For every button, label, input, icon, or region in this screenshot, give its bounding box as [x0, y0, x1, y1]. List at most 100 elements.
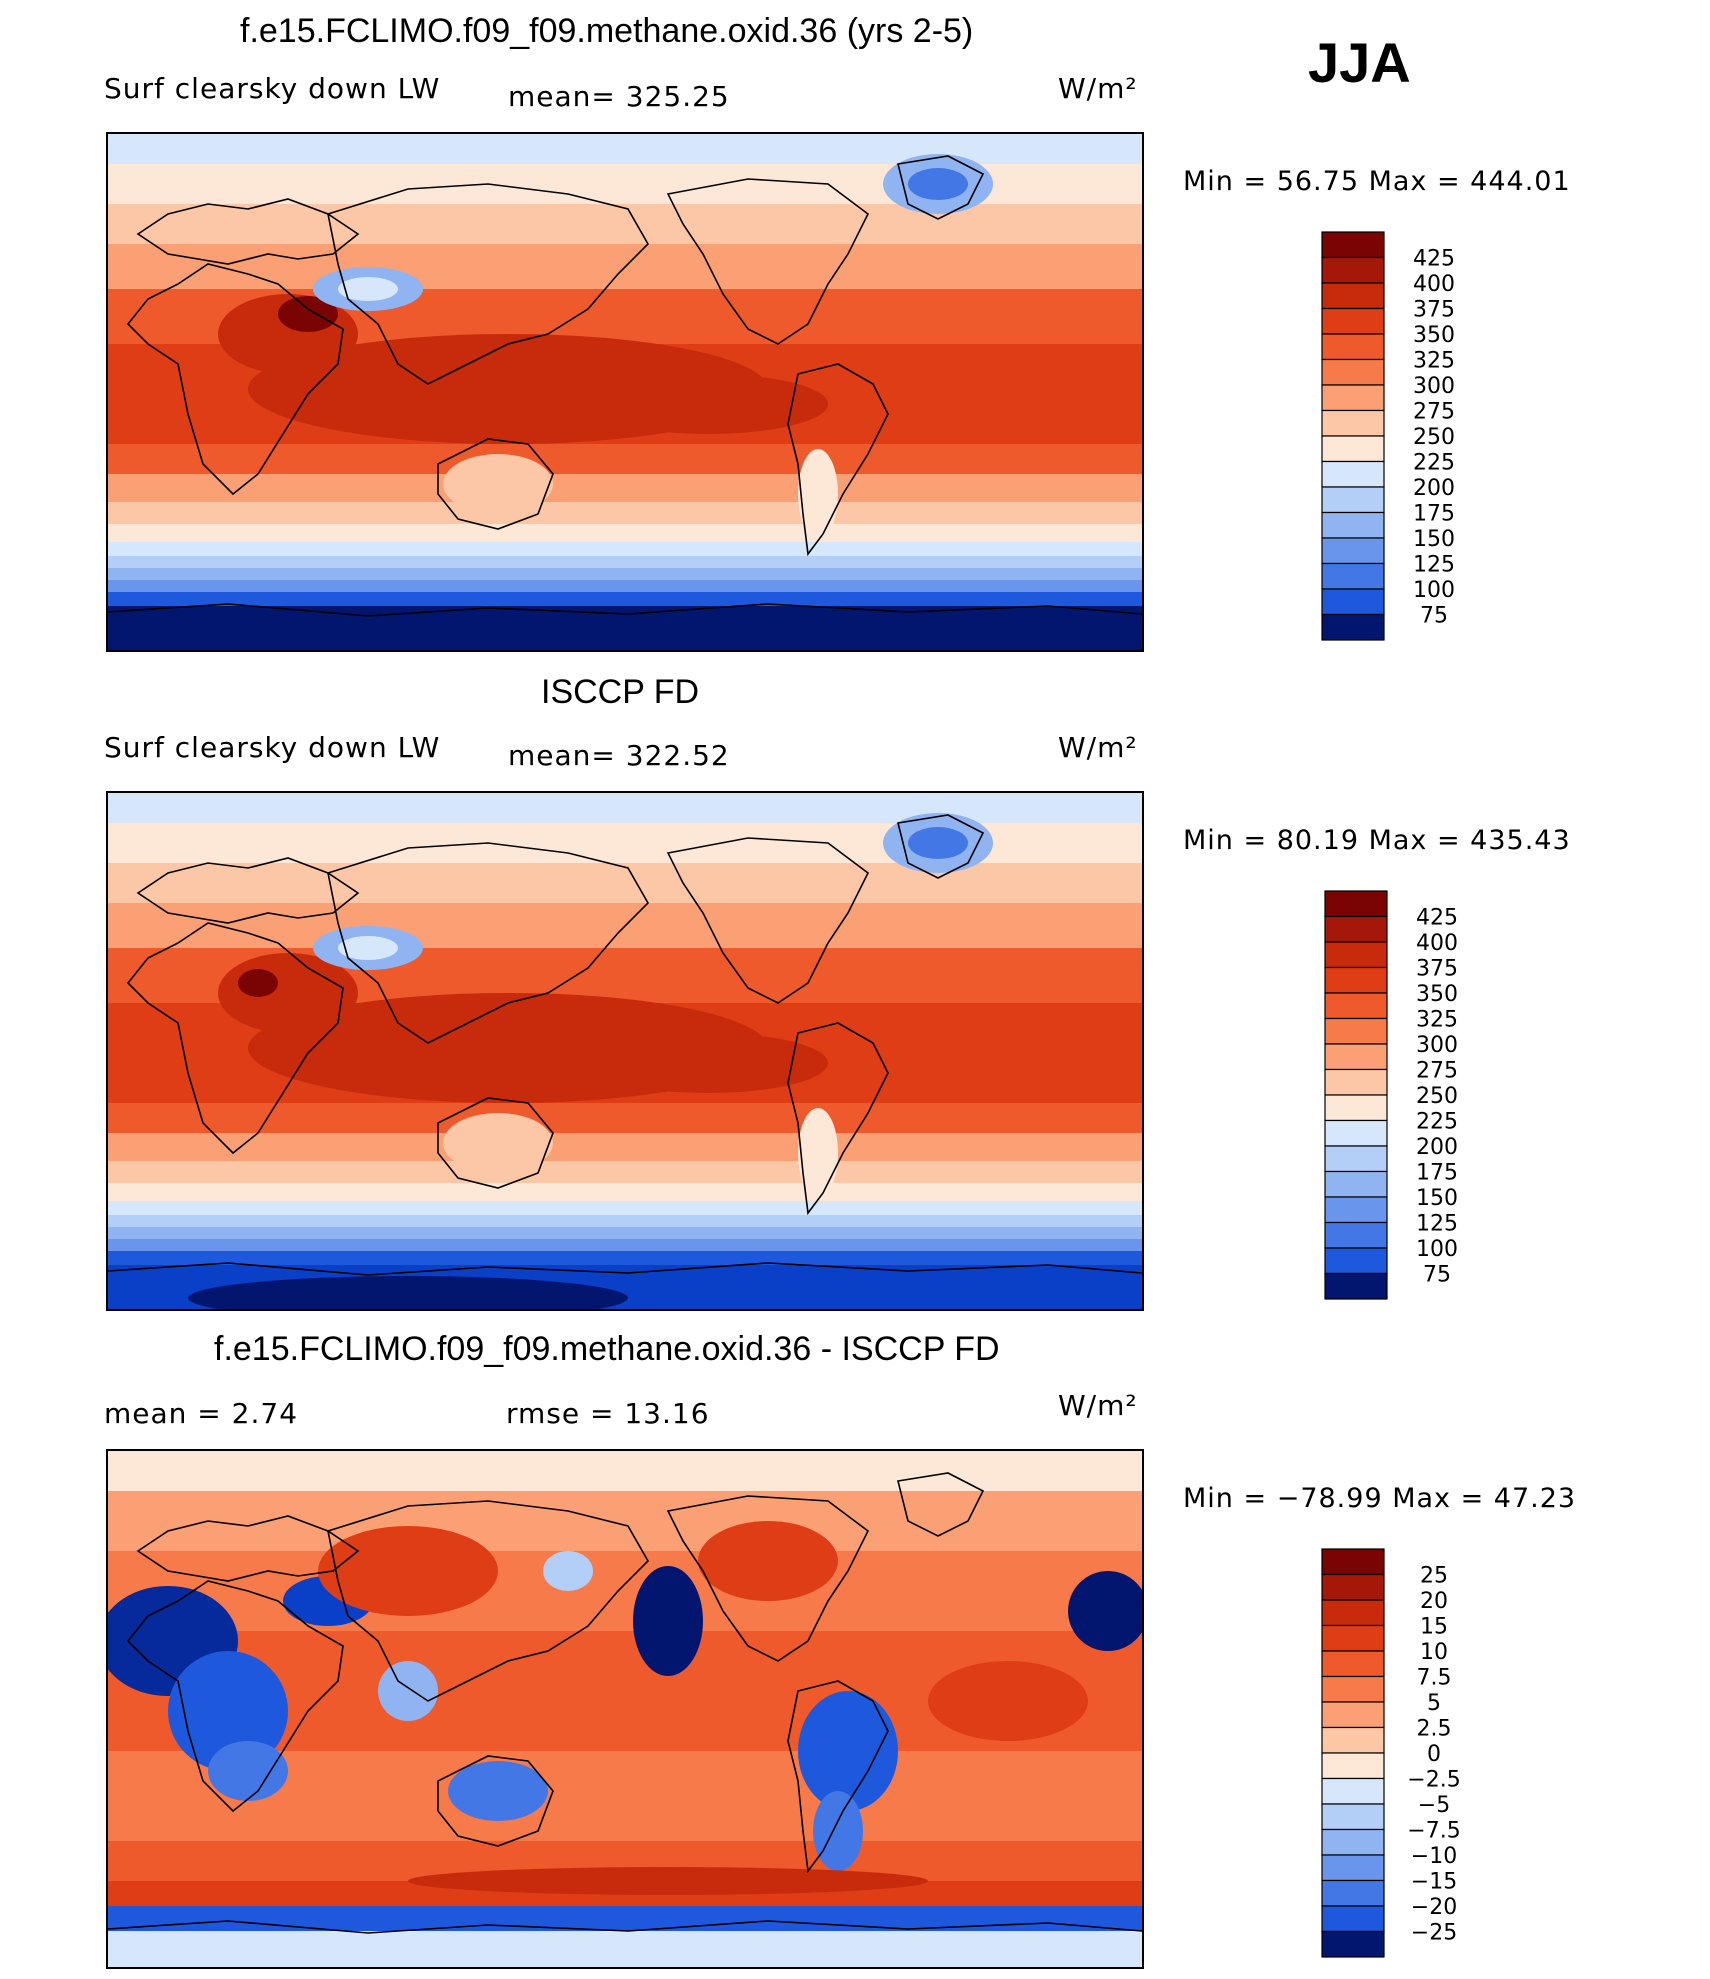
colorbar-2-tick-8: 225 — [1416, 1110, 1458, 1135]
colorbar-3-box-8 — [1321, 1752, 1385, 1780]
colorbar-1-tick-1: 400 — [1413, 272, 1455, 297]
panel-1-title: f.e15.FCLIMO.f09_f09.methane.oxid.36 (yr… — [240, 12, 974, 50]
colorbar-3-tick-2: 15 — [1420, 1615, 1448, 1640]
colorbar-2-tick-12: 125 — [1416, 1212, 1458, 1237]
panel-3-band-1 — [108, 1491, 1142, 1551]
panel-3-positive-1 — [698, 1521, 838, 1601]
panel-1-mean-label: mean= 325.25 — [508, 80, 730, 113]
panel-3-band-7 — [108, 1906, 1142, 1931]
colorbar-2-box-7 — [1324, 1068, 1388, 1096]
coastline — [327, 1500, 649, 1702]
colorbar-2-box-14 — [1324, 1247, 1388, 1275]
colorbar-2-box-0 — [1324, 890, 1388, 918]
colorbar-3-box-11 — [1321, 1828, 1385, 1856]
colorbar-1-tick-12: 125 — [1413, 553, 1455, 578]
colorbar-2-tick-1: 400 — [1416, 931, 1458, 956]
colorbar-2-box-2 — [1324, 941, 1388, 969]
coastline — [327, 183, 649, 385]
colorbar-1-box-2 — [1321, 282, 1385, 310]
coastline — [126, 922, 344, 1155]
colorbar-3-box-6 — [1321, 1701, 1385, 1729]
colorbar-1-box-9 — [1321, 460, 1385, 488]
colorbar-3-tick-1: 20 — [1420, 1589, 1448, 1614]
colorbar-1-tick-9: 200 — [1413, 476, 1455, 501]
coastline — [437, 1097, 554, 1189]
panel-1-units-label: W/m² — [1058, 72, 1138, 105]
panel-3-positive-2 — [408, 1867, 928, 1895]
coastline — [897, 1472, 985, 1537]
panel-2-band-11 — [108, 1215, 1142, 1227]
colorbar-2-tick-4: 325 — [1416, 1008, 1458, 1033]
colorbar-3-box-14 — [1321, 1905, 1385, 1933]
colorbar-2-box-10 — [1324, 1145, 1388, 1173]
coastline — [787, 363, 889, 557]
panel-1-antarctic — [188, 617, 628, 650]
panel-1-band-10 — [108, 542, 1142, 556]
colorbar-2-box-13 — [1324, 1221, 1388, 1249]
panel-2-band-8 — [108, 1161, 1142, 1183]
coastline — [437, 1755, 554, 1847]
colorbar-1-tick-11: 150 — [1413, 527, 1455, 552]
panel-1-band-7 — [108, 474, 1142, 502]
colorbar-2-box-6 — [1324, 1043, 1388, 1071]
panel-1-map — [106, 132, 1144, 652]
colorbar-3-tick-10: −7.5 — [1407, 1819, 1460, 1844]
panel-2-australia — [443, 1113, 553, 1173]
colorbar-1-tick-5: 300 — [1413, 374, 1455, 399]
colorbar-1-box-5 — [1321, 358, 1385, 386]
panel-2-title: ISCCP FD — [541, 673, 700, 711]
panel-3-map — [106, 1449, 1144, 1969]
colorbar-2-tick-3: 350 — [1416, 982, 1458, 1007]
panel-2-andes — [798, 1108, 838, 1198]
colorbar-2-tick-14: 75 — [1423, 1263, 1451, 1288]
panel-3-negative-5 — [798, 1691, 898, 1811]
colorbar-3-box-15 — [1321, 1930, 1385, 1958]
colorbar-1-box-13 — [1321, 562, 1385, 590]
colorbar-2-tick-10: 175 — [1416, 1161, 1458, 1186]
panel-3-negative-6 — [813, 1791, 863, 1871]
colorbar-1-box-12 — [1321, 537, 1385, 565]
panel-2-band-13 — [108, 1239, 1142, 1251]
panel-2-band-7 — [108, 1133, 1142, 1161]
colorbar-2-box-3 — [1324, 966, 1388, 994]
colorbar-2-box-9 — [1324, 1119, 1388, 1147]
colorbar-1-box-10 — [1321, 486, 1385, 514]
panel-2-minmax: Min = 80.19 Max = 435.43 — [1183, 825, 1571, 856]
colorbar-3-tick-0: 25 — [1420, 1564, 1448, 1589]
panel-2-mean-label: mean= 322.52 — [508, 739, 730, 772]
panel-1-band-2 — [108, 204, 1142, 244]
panel-1-variable-label: Surf clearsky down LW — [104, 72, 441, 105]
coastline — [897, 814, 985, 879]
colorbar-1-tick-13: 100 — [1413, 578, 1455, 603]
colorbar-1-box-0 — [1321, 231, 1385, 259]
panel-2-pacific-max — [588, 1033, 828, 1093]
panel-2-band-2 — [108, 863, 1142, 903]
coastline — [897, 155, 985, 220]
panel-1-minmax: Min = 56.75 Max = 444.01 — [1183, 166, 1571, 197]
panel-3-negative-7 — [448, 1761, 548, 1821]
panel-1-band-9 — [108, 524, 1142, 542]
colorbar-3-box-5 — [1321, 1675, 1385, 1703]
coastline — [666, 1495, 870, 1662]
colorbar-2-tick-7: 250 — [1416, 1084, 1458, 1109]
colorbar-2-tick-2: 375 — [1416, 957, 1458, 982]
panel-3-mean-label: mean = 2.74 — [104, 1397, 299, 1430]
coastline — [666, 178, 870, 345]
panel-2-band-0 — [108, 793, 1142, 823]
coastline — [437, 438, 554, 530]
panel-3-units-label: W/m² — [1058, 1389, 1138, 1422]
colorbar-2-tick-6: 275 — [1416, 1059, 1458, 1084]
panel-1-band-12 — [108, 568, 1142, 580]
colorbar-3-tick-13: −20 — [1411, 1895, 1457, 1920]
panel-1-band-0 — [108, 134, 1142, 164]
coastline — [666, 837, 870, 1004]
coastline — [108, 603, 1142, 617]
colorbar-1-tick-8: 225 — [1413, 451, 1455, 476]
colorbar-2-box-1 — [1324, 915, 1388, 943]
colorbar-1-tick-3: 350 — [1413, 323, 1455, 348]
colorbar-2-box-15 — [1324, 1272, 1388, 1300]
colorbar-3-tick-3: 10 — [1420, 1640, 1448, 1665]
coastline — [108, 1262, 1142, 1276]
season-label: JJA — [1308, 31, 1411, 94]
colorbar-1-box-15 — [1321, 613, 1385, 641]
